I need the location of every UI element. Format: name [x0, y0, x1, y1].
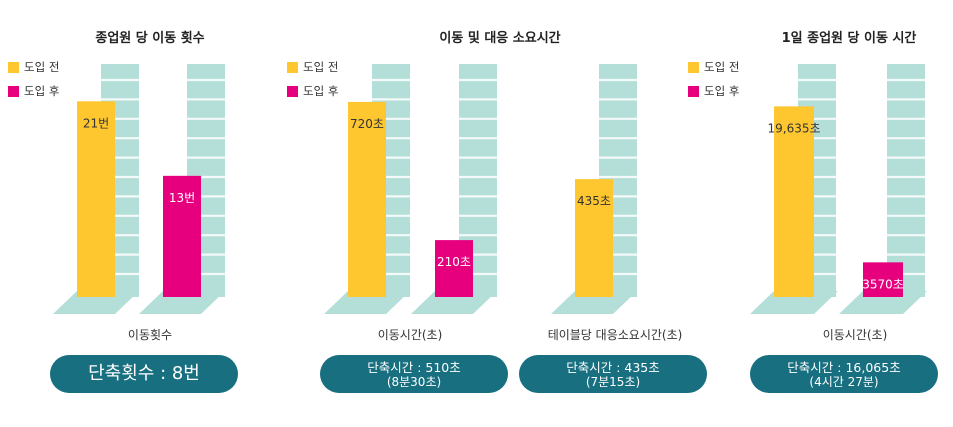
legend-label-after: 도입 후: [704, 84, 740, 98]
badge-line-2: (8분30초): [386, 374, 442, 389]
bar: [774, 106, 814, 297]
legend-item-after: 도입 후: [688, 84, 739, 98]
legend-swatch-before: [688, 61, 699, 73]
legend-label-before: 도입 전: [24, 60, 60, 74]
legend-label-after: 도입 후: [303, 84, 339, 98]
legend-swatch-before: [287, 61, 298, 73]
chart-title: 이동 및 대응 소요시간: [439, 31, 561, 46]
reduction-badge: 단축횟수 : 8번: [50, 355, 238, 393]
chart-svg: 21번 13번: [53, 64, 225, 314]
legend-swatch-after: [8, 85, 19, 97]
bar: [863, 262, 903, 297]
reduction-badge-move: 단축시간 : 510초 (8분30초): [320, 355, 508, 393]
chart-panel-moves: 종업원 당 이동 횟수 도입 전 도입 후 21번 13번 이동횟수 단축횟수 :…: [0, 0, 260, 427]
badge-line-2: (7분15초): [585, 374, 641, 389]
bar-value-label: 210초: [437, 255, 471, 269]
bar: [435, 240, 473, 297]
x-axis-label-table: 테이블당 대응소요시간(초): [547, 328, 683, 342]
legend-swatch-after: [287, 85, 298, 97]
badge-line-1: 단축시간 : 435초: [566, 359, 660, 375]
legend-item-after: 도입 후: [287, 84, 338, 98]
chart-panel-daily: 1일 종업원 당 이동 시간 도입 전 도입 후 19,635초 3570초 이동…: [685, 0, 953, 427]
chart-title: 종업원 당 이동 횟수: [95, 31, 205, 46]
legend-item-before: 도입 전: [688, 60, 739, 74]
legend-swatch-after: [688, 85, 699, 97]
legend: 도입 전 도입 후: [8, 60, 59, 108]
bar-value-label: 435초: [577, 194, 611, 208]
bar: [77, 101, 115, 297]
bar: [575, 179, 613, 297]
chart-panel-time: 이동 및 대응 소요시간 도입 전 도입 후 720초 210초 435초 이동시간…: [280, 0, 720, 427]
bar-value-label: 19,635초: [767, 121, 820, 135]
x-axis-label-move: 이동시간(초): [377, 328, 443, 342]
legend-label-before: 도입 전: [704, 60, 740, 74]
badge-line-1: 단축시간 : 16,065초: [787, 359, 901, 375]
background-column: [887, 64, 925, 297]
legend-label-before: 도입 전: [303, 60, 339, 74]
bar: [348, 101, 386, 297]
x-axis-label: 이동시간(초): [822, 328, 888, 342]
bar-value-label: 720초: [350, 117, 384, 131]
badge-line-2: (4시간 27분): [809, 374, 879, 389]
chart-title: 1일 종업원 당 이동 시간: [781, 31, 917, 46]
bar-value-label: 13번: [169, 191, 195, 205]
bar-value-label: 21번: [83, 116, 109, 130]
legend-item-after: 도입 후: [8, 84, 59, 98]
legend: 도입 전 도입 후: [287, 60, 338, 108]
legend-item-before: 도입 전: [8, 60, 59, 74]
chart-svg: 19,635초 3570초: [750, 64, 927, 314]
reduction-badge: 단축시간 : 16,065초 (4시간 27분): [750, 355, 938, 393]
legend-item-before: 도입 전: [287, 60, 338, 74]
reduction-badge-table: 단축시간 : 435초 (7분15초): [519, 355, 707, 393]
chart-svg: 720초 210초 435초: [324, 64, 637, 314]
x-axis-label: 이동횟수: [127, 328, 173, 342]
badge-line-1: 단축시간 : 510초: [367, 359, 461, 375]
bar-value-label: 3570초: [862, 277, 904, 291]
legend-swatch-before: [8, 61, 19, 73]
legend: 도입 전 도입 후: [688, 60, 739, 108]
bar: [163, 175, 201, 297]
badge-line-1: 단축횟수 : 8번: [88, 363, 200, 384]
legend-label-after: 도입 후: [24, 84, 60, 98]
